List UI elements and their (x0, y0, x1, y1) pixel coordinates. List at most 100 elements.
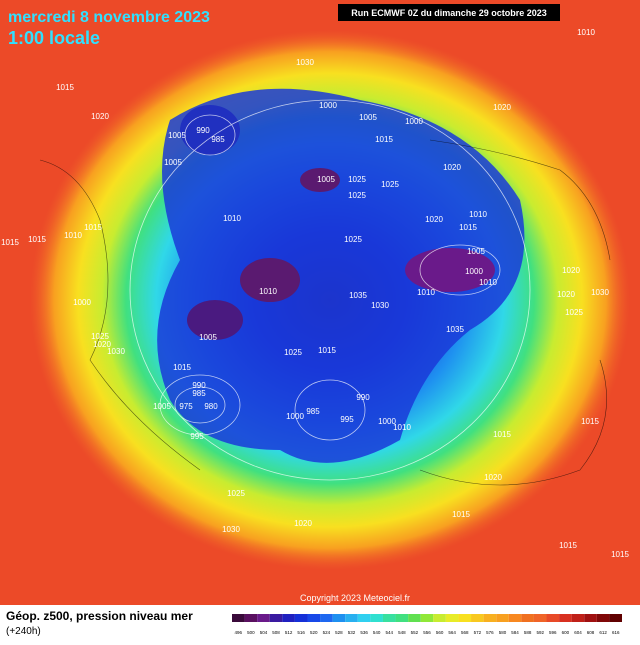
isobar-label: 1020 (484, 473, 502, 482)
colorbar-label: 556 (423, 630, 431, 635)
isobar-label: 1015 (375, 135, 393, 144)
colorbar-swatch (345, 614, 358, 622)
colorbar-label: 588 (524, 630, 532, 635)
isobar-label: 1015 (459, 223, 477, 232)
colorbar-swatch (521, 614, 534, 622)
colorbar-label: 608 (587, 630, 595, 635)
isobar-label: 1020 (562, 266, 580, 275)
isobar-label: 1030 (107, 347, 125, 356)
isobar-label: 1025 (344, 235, 362, 244)
colorbar-swatch (471, 614, 484, 622)
isobar-label: 1005 (153, 402, 171, 411)
isobar-label: 1020 (443, 163, 461, 172)
colorbar-label: 612 (599, 630, 607, 635)
isobar-label: 985 (306, 407, 320, 416)
colorbar-label: 552 (411, 630, 419, 635)
colorbar-swatch (433, 614, 446, 622)
colorbar-swatch (546, 614, 560, 622)
colorbar-label: 532 (348, 630, 356, 635)
isobar-label: 1030 (222, 525, 240, 534)
colorbar-label: 528 (335, 630, 343, 635)
isobar-label: 1005 (359, 113, 377, 122)
time: 1:00 locale (8, 28, 100, 48)
colorbar-label: 520 (310, 630, 318, 635)
isobar-label: 1015 (559, 541, 577, 550)
colorbar-label: 512 (285, 630, 293, 635)
isobar-label: 1005 (199, 333, 217, 342)
isobar-label: 1015 (173, 363, 191, 372)
colorbar-label: 596 (549, 630, 557, 635)
colorbar-swatch (332, 614, 346, 622)
colorbar-swatch (357, 614, 371, 622)
isobar-label: 1010 (469, 210, 487, 219)
isobar-label: 1000 (378, 417, 396, 426)
isobar-label: 1010 (223, 214, 241, 223)
colorbar-label: 524 (323, 630, 331, 635)
isobar-label: 1035 (349, 291, 367, 300)
isobar-label: 1000 (286, 412, 304, 421)
isobar-label: 1020 (425, 215, 443, 224)
isobar-label: 1015 (318, 346, 336, 355)
isobar-label: 1005 (164, 158, 182, 167)
isobar-label: 975 (179, 402, 193, 411)
low (300, 168, 340, 192)
isobar-label: 1020 (91, 112, 109, 121)
run-info: Run ECMWF 0Z du dimanche 29 octobre 2023 (351, 8, 547, 18)
colorbar-swatch (533, 614, 547, 622)
isobar-label: 1015 (581, 417, 599, 426)
isobar-label: 1030 (296, 58, 314, 67)
colorbar-swatch (320, 614, 333, 622)
isobar-label: 995 (340, 415, 354, 424)
isobar-label: 1015 (611, 550, 629, 559)
colorbar-swatch (294, 614, 308, 622)
isobars (129, 99, 531, 481)
footer (0, 605, 640, 640)
isobar-label: 1015 (28, 235, 46, 244)
isobar-label: 1025 (227, 489, 245, 498)
colorbar-label: 508 (272, 630, 280, 635)
colorbar-label: 568 (461, 630, 469, 635)
footer-title: Géop. z500, pression niveau mer (6, 609, 193, 623)
colorbar-label: 564 (448, 630, 456, 635)
colorbar-swatch (483, 614, 497, 622)
colorbar-swatch (508, 614, 522, 622)
colorbar-swatch (370, 614, 383, 622)
isobar-label: 1010 (479, 278, 497, 287)
isobar-label: 1015 (452, 510, 470, 519)
isobar-label: 1025 (348, 175, 366, 184)
isobar-label: 1000 (73, 298, 91, 307)
isobar-label: 1035 (446, 325, 464, 334)
isobar-label: 1010 (259, 287, 277, 296)
colorbar-swatch (609, 614, 622, 622)
low (405, 248, 495, 292)
colorbar-label: 496 (235, 630, 243, 635)
isobar-label: 1020 (557, 290, 575, 299)
colorbar-swatch (307, 614, 321, 622)
colorbar-swatch (408, 614, 421, 622)
isobar-label: 1030 (591, 288, 609, 297)
colorbar-label: 584 (511, 630, 519, 635)
colorbar-label: 604 (574, 630, 582, 635)
isobar-label: 1015 (493, 430, 511, 439)
isobar-label: 990 (196, 126, 210, 135)
low (180, 105, 240, 155)
isobar-label: 1010 (417, 288, 435, 297)
colorbar-label: 600 (562, 630, 570, 635)
isobar-label: 995 (190, 432, 204, 441)
isobar-label: 980 (204, 402, 218, 411)
colorbar-label: 544 (386, 630, 394, 635)
footer-lead: (+240h) (6, 626, 41, 637)
isobar-label: 1020 (93, 340, 111, 349)
low (187, 300, 243, 340)
isobar-label: 1000 (319, 101, 337, 110)
colorbar-label: 576 (486, 630, 494, 635)
isobar-label: 1030 (371, 301, 389, 310)
colorbar-swatch (445, 614, 459, 622)
colorbar-swatch (232, 614, 245, 622)
isobar-label: 1010 (577, 28, 595, 37)
colorbar-swatch (496, 614, 509, 622)
isobar-label: 1000 (465, 267, 483, 276)
colorbar-swatch (395, 614, 409, 622)
colorbar-swatch (458, 614, 472, 622)
colorbar-swatch (382, 614, 396, 622)
